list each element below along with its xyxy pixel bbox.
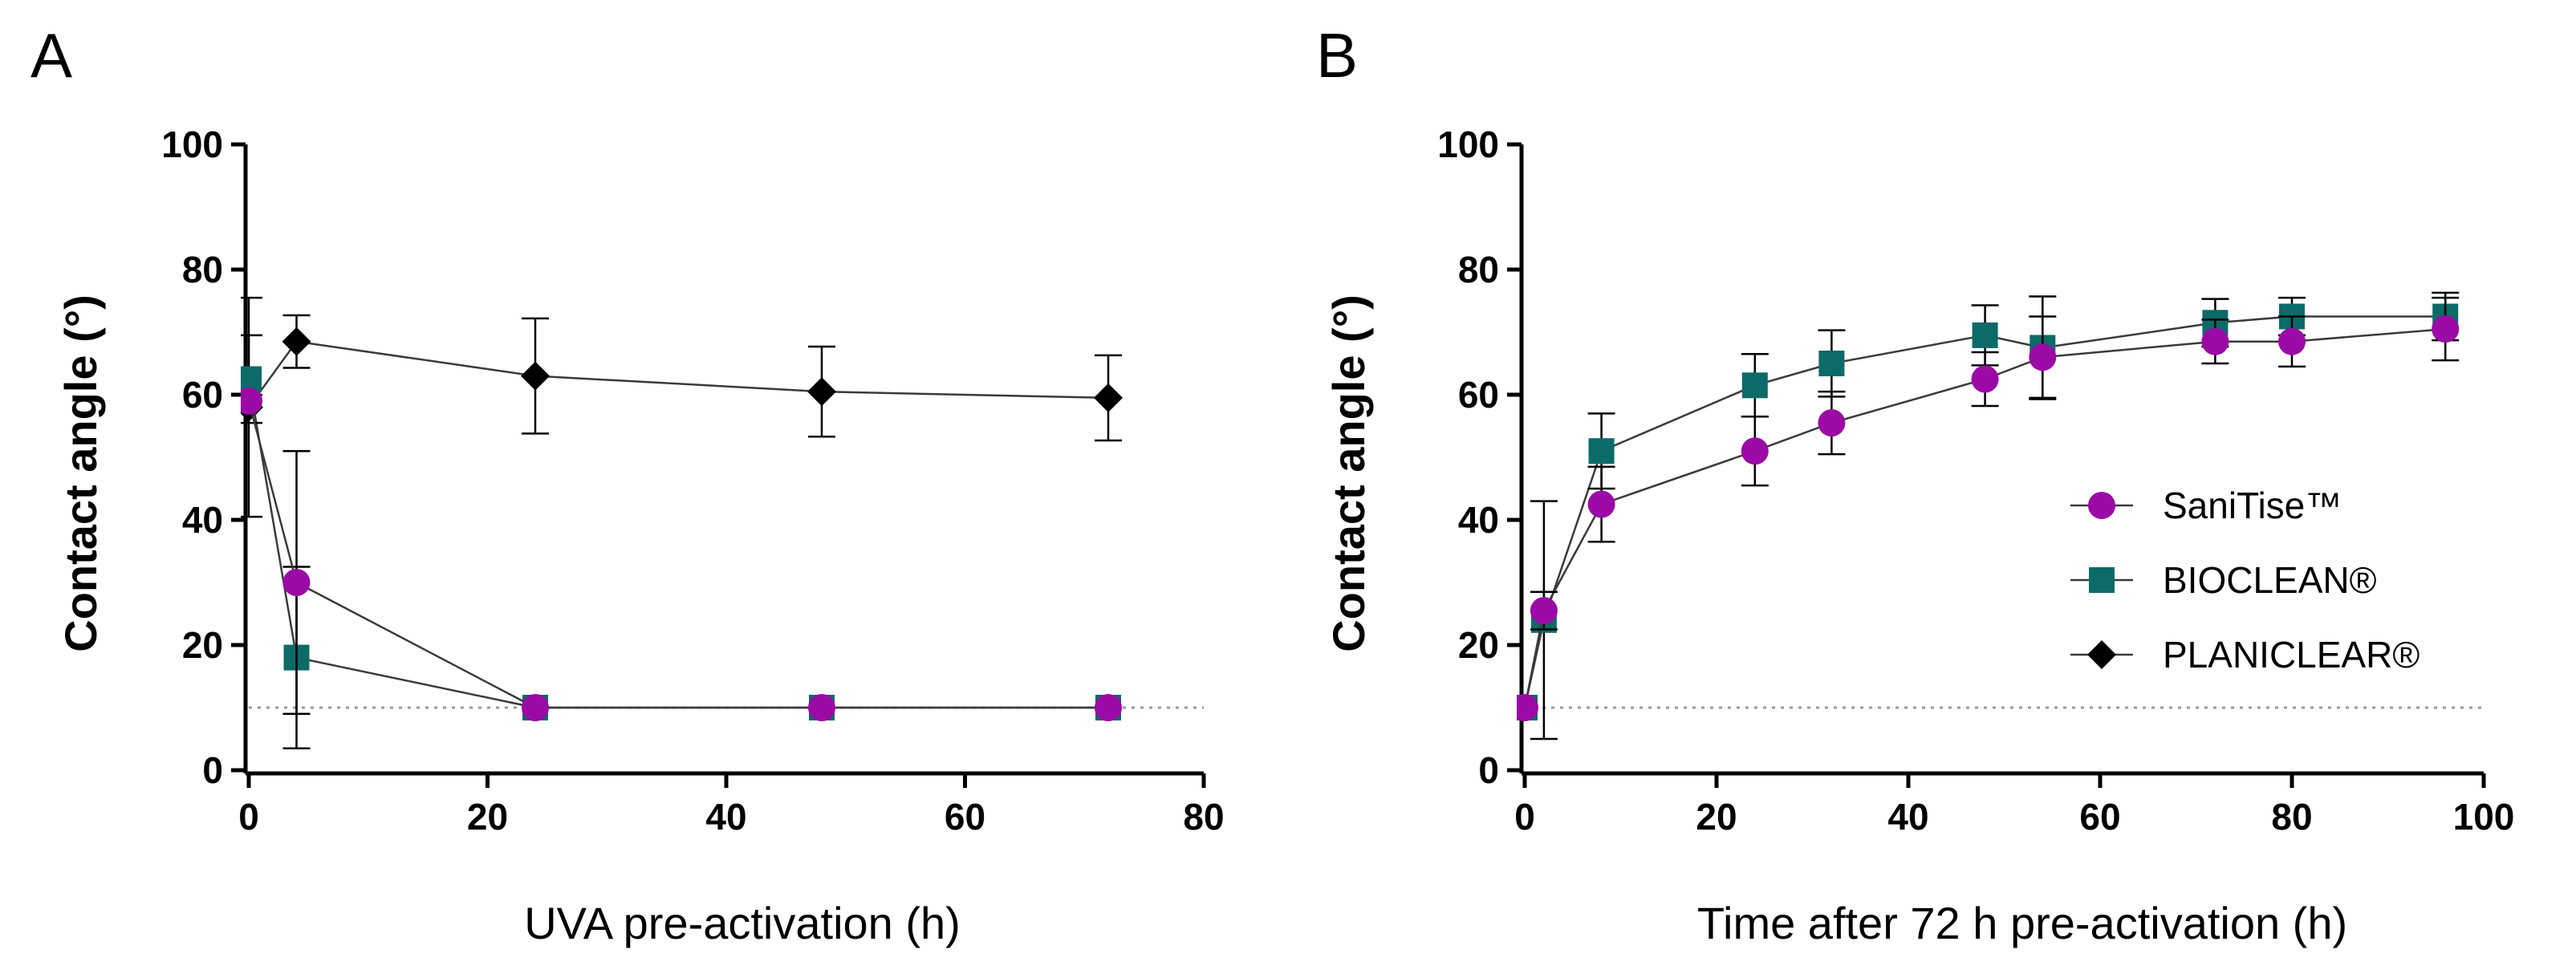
panel-a-series-sanitise-point: [522, 694, 549, 721]
panel-b-series-sanitise-point: [1818, 409, 1846, 437]
panel-a-series-sanitise-line: [247, 400, 1108, 709]
panel-b-x-tick-label: 100: [2453, 796, 2515, 838]
panel-a-series-planiclear-point: [282, 327, 311, 356]
panel-b-series-sanitise-point: [1517, 694, 1538, 721]
panel-a-y-tick-label: 80: [182, 249, 223, 290]
panel-b-y-tick-label: 0: [1478, 749, 1499, 791]
panel-b-label: B: [1316, 20, 1358, 91]
panel-b-series-sanitise-point: [1741, 437, 1769, 465]
panel-a-x-tick-label: 40: [705, 796, 746, 838]
panel-b-y-tick-label: 40: [1458, 499, 1499, 541]
panel-a-series-planiclear-point: [521, 361, 550, 391]
legend-label: BIOCLEAN®: [2163, 559, 2377, 601]
panel-a-chart: A Contact angle (°) UVA pre-activation (…: [30, 20, 1225, 948]
panel-a-y-tick-label: 0: [202, 749, 223, 791]
panel-b-series-sanitise-point: [2278, 327, 2306, 355]
panel-b-chart: B Contact angle (°) Time after 72 h pre-…: [1316, 20, 2514, 948]
panel-b-series-sanitise: [1517, 296, 2460, 721]
legend-item-sanitise: SaniTise™: [2070, 485, 2342, 526]
panel-a-series-planiclear: [241, 296, 1123, 518]
panel-a-plot-area: [241, 296, 1123, 749]
panel-a-x-tick-label: 20: [467, 796, 508, 838]
panel-a-x-tick-label: 80: [1183, 796, 1224, 838]
panel-a-series-planiclear-point: [1094, 383, 1123, 412]
panel-a-x-axis-title: UVA pre-activation (h): [524, 898, 961, 948]
panel-a-series-sanitise: [241, 387, 1122, 721]
legend-label: SaniTise™: [2163, 485, 2342, 526]
panel-b-x-tick-label: 60: [2079, 796, 2120, 838]
panel-a-series-sanitise-point: [1095, 694, 1122, 721]
panel-a-series-sanitise-point: [282, 569, 311, 596]
panel-a-y-tick-label: 60: [182, 374, 223, 416]
legend-marker: [2087, 640, 2116, 669]
panel-b-y-axis-title: Contact angle (°): [1323, 294, 1374, 652]
panel-a-y-tick-label: 100: [161, 124, 223, 165]
panel-b-axes: 0 20 40 60 80 100 0 20 40 60 80 100: [1437, 124, 2514, 838]
panel-b-series-bioclean-point: [1972, 322, 1998, 348]
panel-b-series-sanitise-point: [1587, 490, 1615, 518]
panel-b-series-bioclean-line: [1523, 315, 2446, 708]
panel-b-series-sanitise-point: [1530, 597, 1558, 625]
panel-a-series-planiclear-line: [247, 340, 1109, 408]
legend: SaniTise™ BIOCLEAN® PLANICLEAR®: [2070, 485, 2420, 676]
panel-a-x-tick-label: 60: [945, 796, 985, 838]
panel-b-series-bioclean-point: [1818, 351, 1845, 376]
panel-b-series-sanitise-point: [2029, 343, 2057, 371]
panel-b-series-bioclean-point: [1741, 372, 1768, 399]
panel-b-x-tick-label: 40: [1887, 796, 1928, 838]
legend-label: PLANICLEAR®: [2163, 634, 2420, 676]
panel-b-y-tick-label: 100: [1437, 124, 1499, 165]
panel-a-series-bioclean: [241, 334, 1121, 749]
panel-a-y-axis-title: Contact angle (°): [55, 294, 106, 652]
panel-a-axes: 0 20 40 60 80 100 0 20 40 60 80: [161, 124, 1224, 838]
panel-a-y-tick-label: 20: [182, 624, 223, 666]
panel-b-series-sanitise-point: [2201, 327, 2229, 355]
panel-b-series-sanitise-point: [1971, 365, 1999, 393]
panel-a-series-sanitise-point: [241, 387, 262, 415]
panel-b-x-tick-label: 0: [1514, 796, 1535, 838]
panel-b-y-tick-label: 20: [1458, 624, 1499, 666]
panel-b-x-tick-label: 80: [2271, 796, 2312, 838]
legend-item-bioclean: BIOCLEAN®: [2070, 559, 2377, 601]
legend-marker: [2089, 567, 2115, 593]
panel-a-y-tick-label: 40: [182, 499, 223, 541]
panel-a-x-tick-label: 0: [238, 796, 259, 838]
panel-a-series-sanitise-point: [808, 694, 835, 721]
panel-b-plot-area: [1517, 291, 2460, 741]
panel-b-y-tick-label: 60: [1458, 374, 1499, 416]
panel-a-label: A: [30, 20, 72, 91]
panel-b-x-tick-label: 20: [1696, 796, 1737, 838]
panel-b-x-axis-title: Time after 72 h pre-activation (h): [1697, 898, 2347, 948]
panel-b-series-bioclean-point: [1588, 438, 1615, 465]
legend-marker: [2088, 492, 2115, 519]
panel-b-series-sanitise-point: [2432, 315, 2460, 343]
legend-item-planiclear: PLANICLEAR®: [2070, 634, 2420, 676]
panel-a-series-bioclean-line: [247, 379, 1108, 709]
panel-b-y-tick-label: 80: [1458, 249, 1499, 290]
panel-b-series-sanitise-line: [1523, 327, 2446, 708]
panel-a-series-planiclear-point: [807, 377, 836, 407]
